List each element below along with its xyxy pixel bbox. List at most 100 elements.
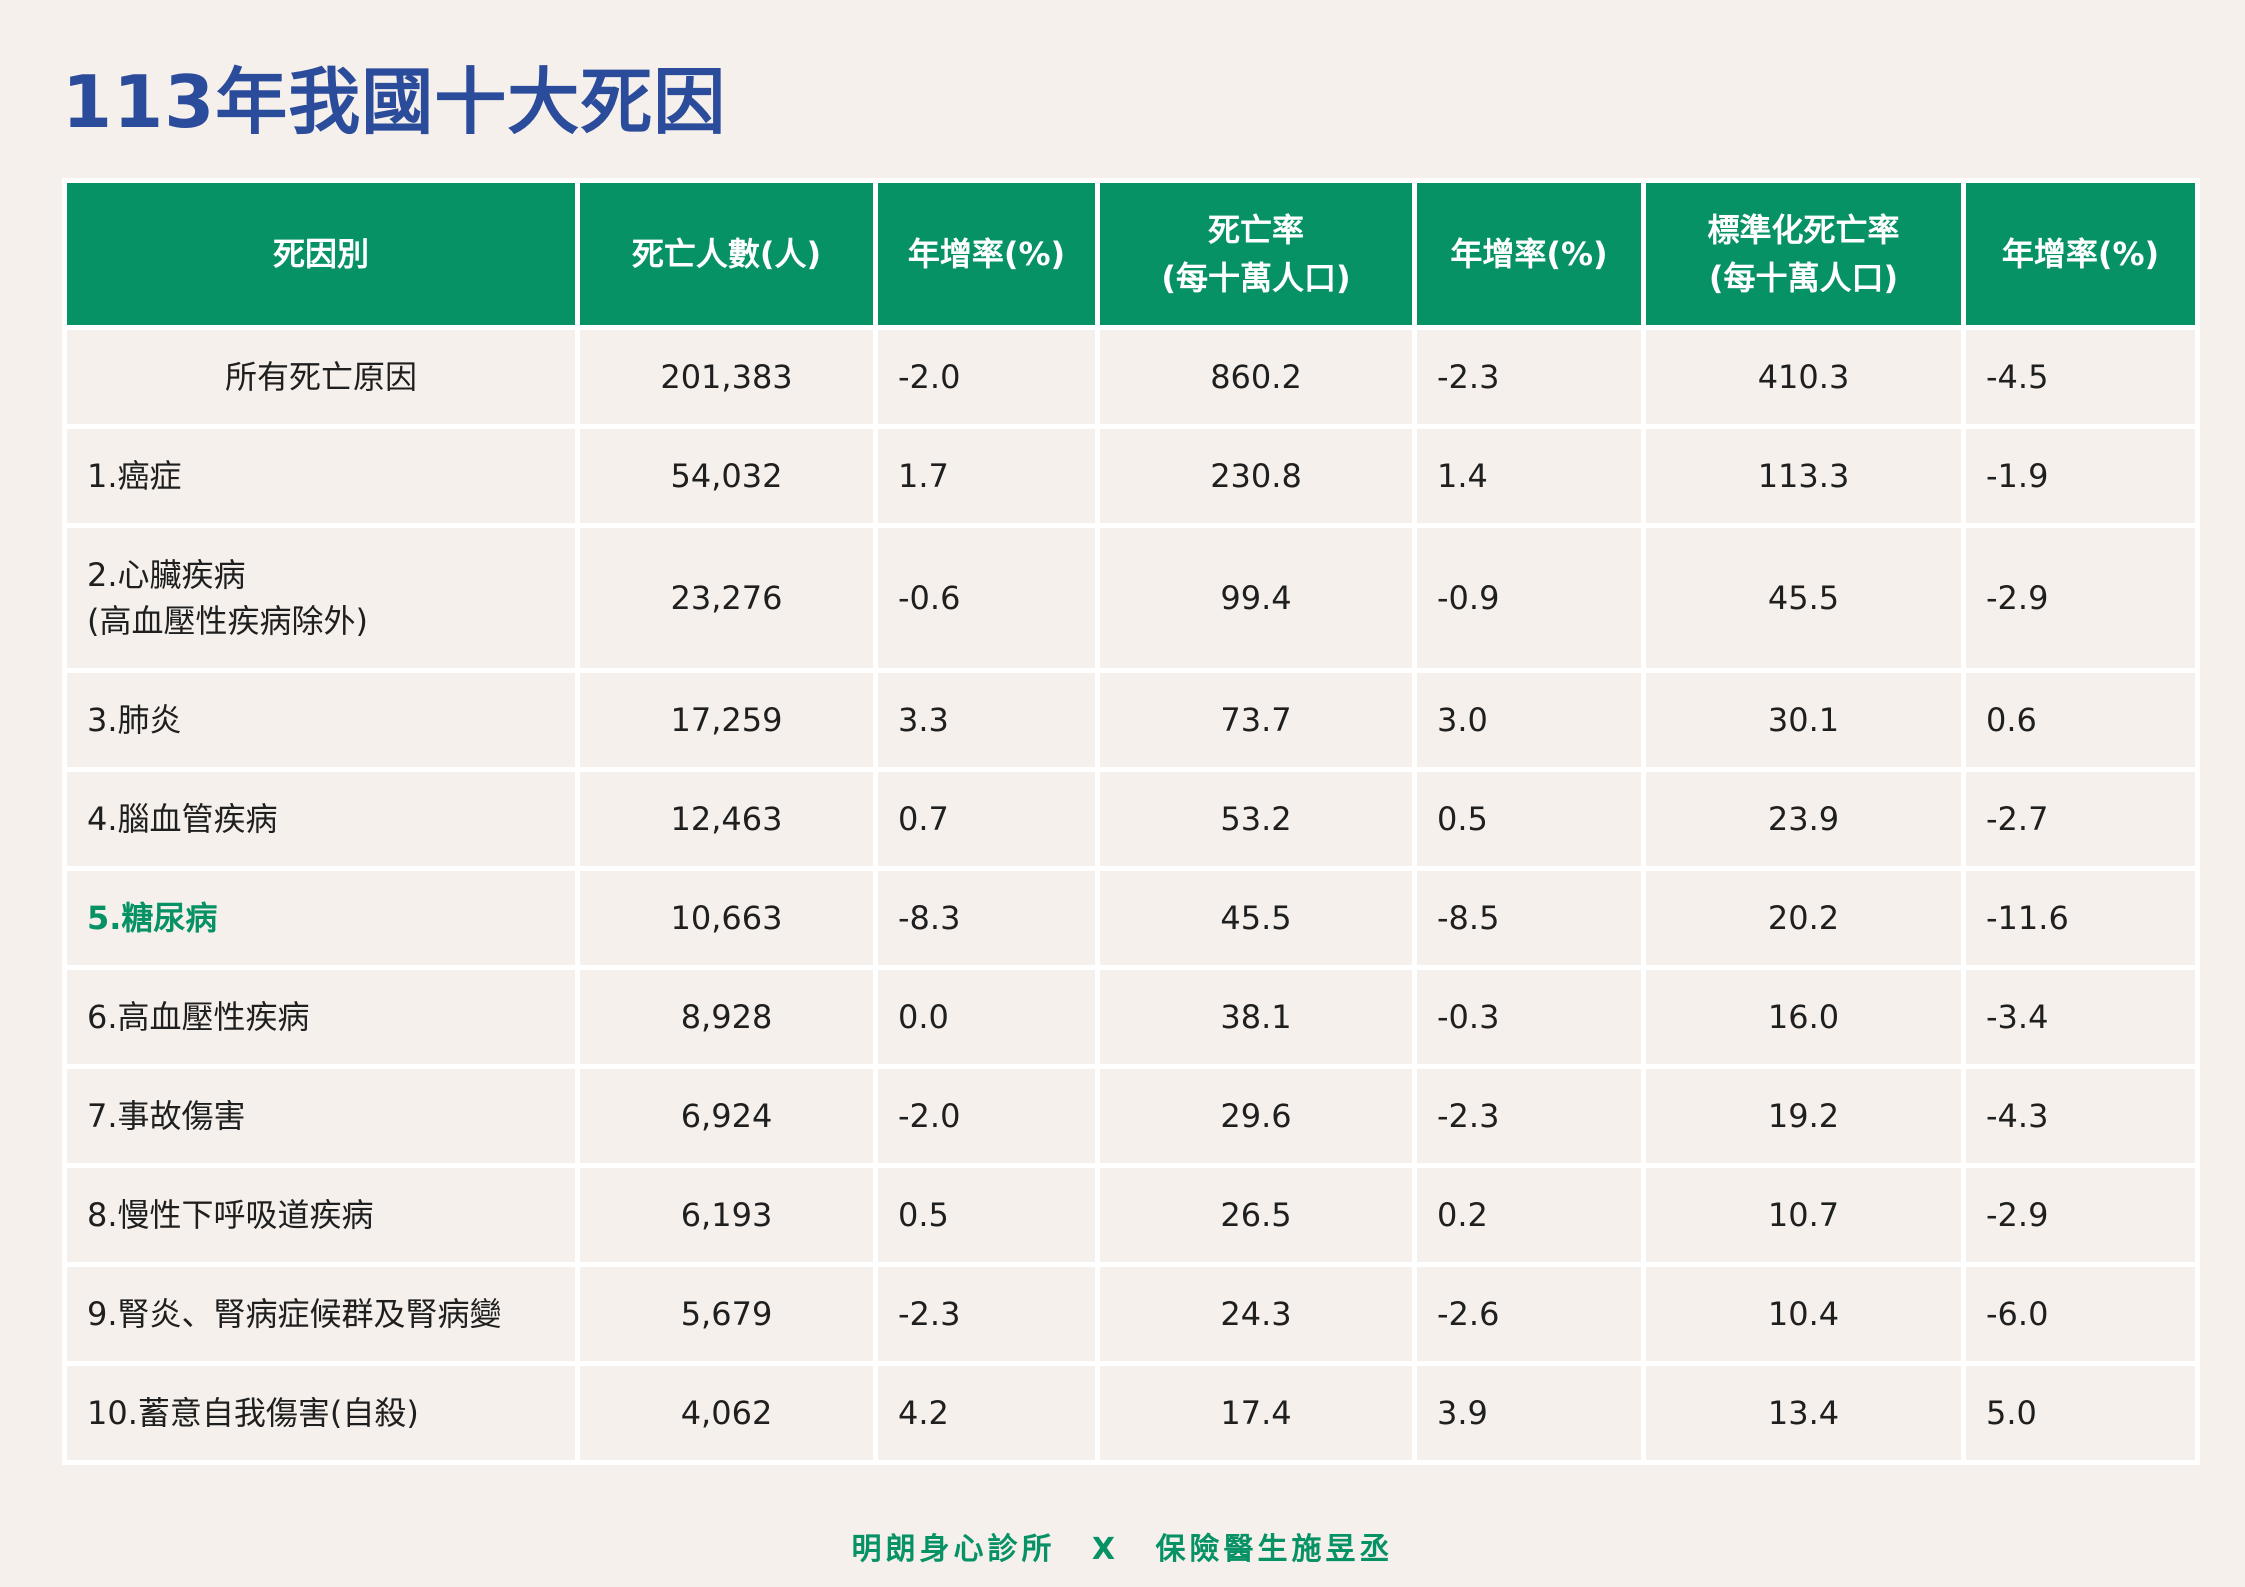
cell-cause: 8.慢性下呼吸道疾病 [62,1163,580,1267]
cell-deaths-growth: 0.7 [873,767,1100,871]
cell-deaths-growth: -0.6 [873,523,1100,673]
cell-rate-growth: -2.3 [1412,325,1646,429]
cell-rate: 29.6 [1095,1064,1417,1168]
cell-std-growth: 5.0 [1961,1361,2200,1465]
causes-of-death-table: 死因別 死亡人數(人) 年增率(%) 死亡率 (每十萬人口) 年增率(%) 標準化… [62,178,2200,1465]
cell-rate-growth: -0.3 [1412,965,1646,1069]
cell-cause: 所有死亡原因 [62,325,580,429]
cell-std-rate: 13.4 [1641,1361,1966,1465]
footer-author-name: 保險醫生施昱丞 [1155,1532,1394,1567]
cell-deaths: 201,383 [575,325,878,429]
cell-std-growth: -3.4 [1961,965,2200,1069]
cell-std-growth: -6.0 [1961,1262,2200,1366]
cell-deaths: 17,259 [575,668,878,772]
causes-of-death-table-wrap: 死因別 死亡人數(人) 年增率(%) 死亡率 (每十萬人口) 年增率(%) 標準化… [62,178,2200,1465]
table-row: 8.慢性下呼吸道疾病 6,193 0.5 26.5 0.2 10.7 -2.9 [62,1163,2200,1267]
cell-std-rate: 10.7 [1641,1163,1966,1267]
table-row: 2.心臟疾病 (高血壓性疾病除外) 23,276 -0.6 99.4 -0.9 4… [62,523,2200,673]
header-standardized-rate: 標準化死亡率 (每十萬人口) [1641,178,1966,330]
cell-std-rate: 20.2 [1641,866,1966,970]
cell-deaths: 54,032 [575,424,878,528]
cell-cause: 9.腎炎、腎病症候群及腎病變 [62,1262,580,1366]
table-row: 9.腎炎、腎病症候群及腎病變 5,679 -2.3 24.3 -2.6 10.4… [62,1262,2200,1366]
cell-std-rate: 30.1 [1641,668,1966,772]
table-row: 6.高血壓性疾病 8,928 0.0 38.1 -0.3 16.0 -3.4 [62,965,2200,1069]
header-cause: 死因別 [62,178,580,330]
cell-std-growth: -1.9 [1961,424,2200,528]
cell-std-growth: -4.5 [1961,325,2200,429]
cell-deaths-growth: 0.5 [873,1163,1100,1267]
table-row: 10.蓄意自我傷害(自殺) 4,062 4.2 17.4 3.9 13.4 5.… [62,1361,2200,1465]
cell-deaths-growth: -2.3 [873,1262,1100,1366]
cell-cause: 10.蓄意自我傷害(自殺) [62,1361,580,1465]
cell-std-growth: -11.6 [1961,866,2200,970]
cell-cause-highlighted: 5.糖尿病 [62,866,580,970]
cell-rate-growth: -2.3 [1412,1064,1646,1168]
cell-deaths-growth: 3.3 [873,668,1100,772]
cell-deaths: 6,924 [575,1064,878,1168]
table-header-row: 死因別 死亡人數(人) 年增率(%) 死亡率 (每十萬人口) 年增率(%) 標準化… [62,178,2200,330]
cell-std-growth: -4.3 [1961,1064,2200,1168]
cell-std-rate: 10.4 [1641,1262,1966,1366]
cell-std-rate: 19.2 [1641,1064,1966,1168]
cell-rate: 45.5 [1095,866,1417,970]
cell-std-growth: -2.7 [1961,767,2200,871]
cell-cause: 1.癌症 [62,424,580,528]
cell-deaths: 5,679 [575,1262,878,1366]
cell-deaths: 12,463 [575,767,878,871]
cell-deaths: 6,193 [575,1163,878,1267]
page-title: 113年我國十大死因 [62,60,727,144]
cell-rate: 26.5 [1095,1163,1417,1267]
cell-deaths-growth: 0.0 [873,965,1100,1069]
header-rate-growth: 年增率(%) [1412,178,1646,330]
header-deaths-growth: 年增率(%) [873,178,1100,330]
cell-deaths: 10,663 [575,866,878,970]
table-row: 3.肺炎 17,259 3.3 73.7 3.0 30.1 0.6 [62,668,2200,772]
cell-std-rate: 23.9 [1641,767,1966,871]
cell-rate-growth: -0.9 [1412,523,1646,673]
footer-separator: X [1091,1532,1120,1567]
cell-rate-growth: 3.9 [1412,1361,1646,1465]
cell-std-rate: 16.0 [1641,965,1966,1069]
cell-rate-growth: -2.6 [1412,1262,1646,1366]
cell-rate: 17.4 [1095,1361,1417,1465]
table-row: 7.事故傷害 6,924 -2.0 29.6 -2.3 19.2 -4.3 [62,1064,2200,1168]
cell-std-rate: 113.3 [1641,424,1966,528]
cell-rate: 24.3 [1095,1262,1417,1366]
cell-rate-growth: 0.2 [1412,1163,1646,1267]
table-row: 1.癌症 54,032 1.7 230.8 1.4 113.3 -1.9 [62,424,2200,528]
cell-deaths-growth: -2.0 [873,325,1100,429]
cell-rate-growth: 0.5 [1412,767,1646,871]
cell-deaths-growth: 4.2 [873,1361,1100,1465]
header-death-rate: 死亡率 (每十萬人口) [1095,178,1417,330]
footer-credit: 明朗身心診所 X 保險醫生施昱丞 [0,1528,2245,1572]
table-row-highlighted: 5.糖尿病 10,663 -8.3 45.5 -8.5 20.2 -11.6 [62,866,2200,970]
cell-rate: 860.2 [1095,325,1417,429]
cell-std-growth: -2.9 [1961,1163,2200,1267]
cell-cause: 2.心臟疾病 (高血壓性疾病除外) [62,523,580,673]
cell-std-growth: 0.6 [1961,668,2200,772]
cell-rate: 230.8 [1095,424,1417,528]
cell-rate-growth: 3.0 [1412,668,1646,772]
cell-deaths-growth: 1.7 [873,424,1100,528]
cell-rate-growth: -8.5 [1412,866,1646,970]
cell-rate: 99.4 [1095,523,1417,673]
table-row: 4.腦血管疾病 12,463 0.7 53.2 0.5 23.9 -2.7 [62,767,2200,871]
cell-deaths: 8,928 [575,965,878,1069]
header-standardized-growth: 年增率(%) [1961,178,2200,330]
cell-cause: 3.肺炎 [62,668,580,772]
header-deaths: 死亡人數(人) [575,178,878,330]
cell-std-growth: -2.9 [1961,523,2200,673]
cell-cause: 6.高血壓性疾病 [62,965,580,1069]
cell-cause: 4.腦血管疾病 [62,767,580,871]
cell-rate: 73.7 [1095,668,1417,772]
cell-deaths: 4,062 [575,1361,878,1465]
table-row: 所有死亡原因 201,383 -2.0 860.2 -2.3 410.3 -4.… [62,325,2200,429]
cell-deaths-growth: -8.3 [873,866,1100,970]
cell-rate: 38.1 [1095,965,1417,1069]
cell-deaths-growth: -2.0 [873,1064,1100,1168]
cell-rate: 53.2 [1095,767,1417,871]
cell-rate-growth: 1.4 [1412,424,1646,528]
cell-std-rate: 45.5 [1641,523,1966,673]
cell-cause: 7.事故傷害 [62,1064,580,1168]
